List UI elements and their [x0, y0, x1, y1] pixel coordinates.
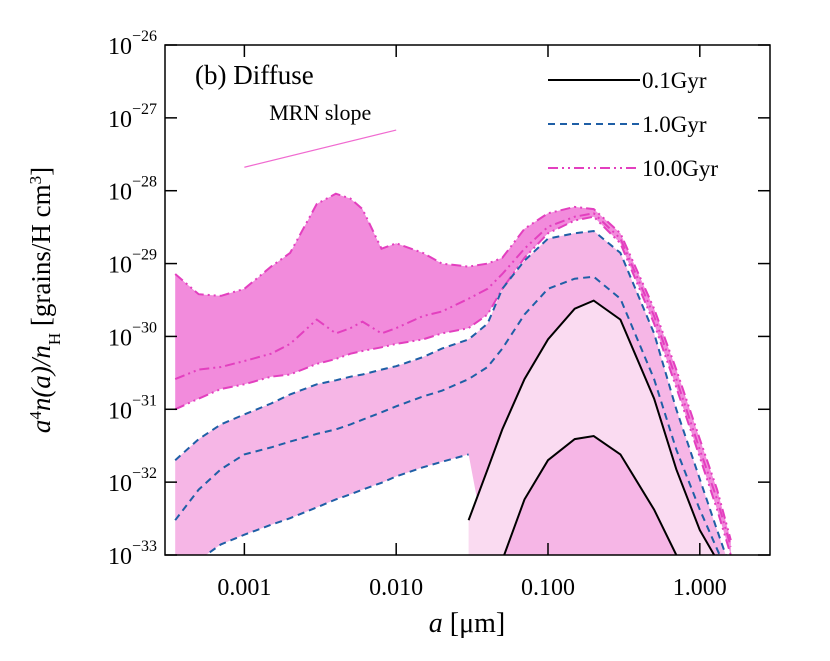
- y-tick-label: 10−27: [108, 101, 157, 133]
- y-axis-label: a4n(a)/nH [grains/H cm3]: [26, 167, 64, 433]
- band: [468, 300, 718, 555]
- plot-frame: [164, 44, 771, 556]
- x-tick-label: 1.000: [673, 575, 727, 601]
- x-axis-label: a [μm]: [429, 608, 505, 639]
- x-label-part: a: [429, 608, 443, 639]
- y-tick-label: 10−28: [108, 174, 157, 206]
- curve: [174, 215, 732, 555]
- y-tick-exponent: −33: [132, 538, 157, 555]
- y-tick-base: 10: [108, 180, 132, 206]
- x-label-part: [μm]: [443, 608, 505, 639]
- y-tick-label: 10−26: [108, 28, 157, 60]
- curve: [174, 192, 732, 541]
- y-label-part: H: [45, 333, 64, 345]
- y-tick-label: 10−30: [108, 319, 157, 351]
- y-tick-base: 10: [108, 34, 132, 60]
- y-tick-exponent: −29: [132, 247, 157, 264]
- y-label-part: n(a)/n: [26, 345, 56, 411]
- annotation-text: MRN slope: [269, 100, 371, 125]
- x-tick-label: 0.100: [521, 575, 575, 601]
- y-tick-label: 10−29: [108, 247, 157, 279]
- y-label-part: [grains/H cm: [26, 184, 56, 332]
- chart-title: (b) Diffuse: [195, 60, 314, 90]
- mrn-slope-line: [244, 129, 397, 168]
- x-tick-label: 0.010: [369, 575, 423, 601]
- y-tick-exponent: −27: [132, 101, 157, 118]
- y-tick-exponent: −30: [132, 319, 157, 336]
- legend-label: 1.0Gyr: [642, 112, 707, 137]
- curve: [204, 453, 469, 555]
- y-tick-base: 10: [108, 253, 132, 279]
- axes: 0.001 0.010 0.100 1.00010−3310−3210−3110−30…: [108, 28, 770, 601]
- y-label-part: a: [26, 420, 56, 434]
- y-tick-label: 10−32: [108, 465, 157, 497]
- curve: [503, 434, 678, 555]
- y-label-part: 3: [26, 176, 45, 185]
- y-tick-base: 10: [108, 471, 132, 497]
- legend-label: 10.0Gyr: [642, 156, 718, 181]
- y-tick-exponent: −26: [132, 28, 157, 45]
- y-tick-base: 10: [108, 398, 132, 424]
- y-tick-exponent: −28: [132, 174, 157, 191]
- y-tick-base: 10: [108, 325, 132, 351]
- y-label-part: 4: [26, 411, 45, 420]
- x-tick-label: 0.001: [217, 575, 271, 601]
- y-label-part: ]: [26, 167, 56, 176]
- y-tick-exponent: −31: [132, 392, 157, 409]
- curves: [174, 192, 732, 555]
- legend-label: 0.1Gyr: [642, 68, 707, 93]
- y-tick-label: 10−33: [108, 538, 157, 570]
- curve: [174, 229, 727, 555]
- curve: [467, 299, 716, 555]
- y-tick-label: 10−31: [108, 392, 157, 424]
- y-tick-base: 10: [108, 107, 132, 133]
- curve: [174, 275, 721, 555]
- bands: [175, 193, 731, 555]
- y-tick-exponent: −32: [132, 465, 157, 482]
- band: [175, 193, 731, 555]
- y-tick-base: 10: [108, 544, 132, 570]
- curve: [174, 212, 732, 547]
